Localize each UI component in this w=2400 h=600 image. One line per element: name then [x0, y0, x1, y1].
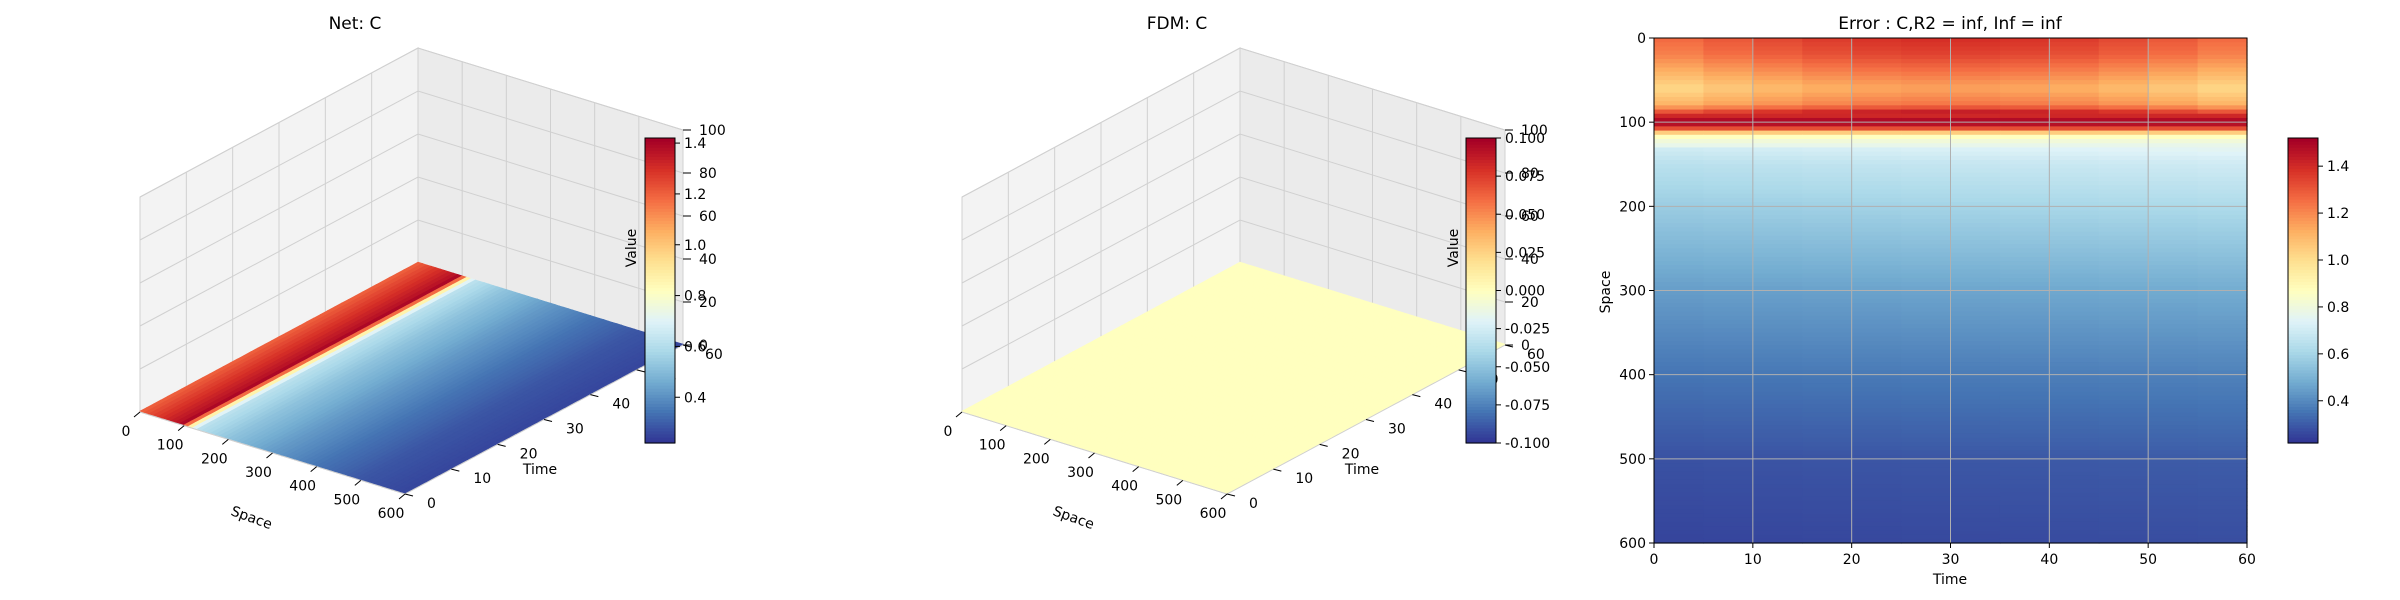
y-tick-label: 0 — [427, 496, 436, 512]
x-tick-label: 0 — [122, 424, 131, 440]
net-title: Net: C — [329, 14, 382, 34]
net-zlabel: Value — [624, 229, 640, 267]
wall-grid-z — [139, 219, 684, 370]
colorbar-tick-label: 1.2 — [684, 187, 706, 203]
colorbar-tick-label: 0.8 — [684, 289, 706, 305]
x-tick-label: 100 — [157, 438, 184, 454]
x-tick-mark — [177, 425, 185, 432]
y-tick-label: 20 — [520, 446, 538, 462]
y-tick-mark — [543, 419, 553, 422]
y-tick-mark — [451, 468, 460, 472]
x-tick-mark — [398, 493, 406, 500]
y-tick-mark — [636, 369, 645, 373]
x-tick-label: 500 — [333, 492, 360, 508]
wall-grid-z — [139, 47, 684, 198]
net-ylabel: Time — [522, 462, 557, 478]
y-tick-label: 10 — [473, 471, 491, 487]
x-tick-mark — [133, 411, 141, 418]
y-tick-mark — [497, 443, 506, 447]
fdm-title: FDM: C — [1147, 14, 1208, 34]
y-tick-mark — [590, 394, 599, 398]
x-tick-mark — [266, 452, 273, 459]
net-xlabel: Space — [229, 503, 275, 533]
colorbar-tick-label: 1.4 — [684, 136, 706, 152]
x-tick-label: 600 — [378, 506, 405, 522]
net-surface — [139, 261, 684, 494]
net-surface-panel: Net: C 010020030040050060001020304050600… — [122, 14, 726, 533]
x-tick-mark — [354, 479, 362, 486]
x-tick-label: 200 — [201, 451, 228, 467]
wall-grid-z — [139, 90, 684, 241]
z-tick-label: 80 — [699, 166, 717, 182]
x-tick-mark — [222, 438, 229, 445]
y-tick-label: 40 — [612, 397, 630, 413]
y-tick-mark — [404, 493, 414, 497]
wall-grid-z — [139, 176, 684, 327]
colorbar-swatch — [645, 138, 675, 142]
colorbar-tick-label: 1.0 — [684, 238, 706, 254]
x-tick-label: 400 — [289, 479, 316, 495]
x-tick-label: 300 — [245, 465, 272, 481]
z-tick-label: 60 — [699, 209, 717, 225]
colorbar-tick-label: 0.4 — [684, 390, 706, 406]
wall-grid-z — [139, 133, 684, 284]
z-tick-label: 40 — [699, 252, 717, 268]
colorbar-tick-label: 0.6 — [684, 339, 706, 355]
x-tick-mark — [310, 466, 317, 473]
y-tick-label: 30 — [566, 422, 584, 438]
fdm-surface-panel: FDM: C 010020030040050060001020304050600… — [944, 14, 1551, 533]
